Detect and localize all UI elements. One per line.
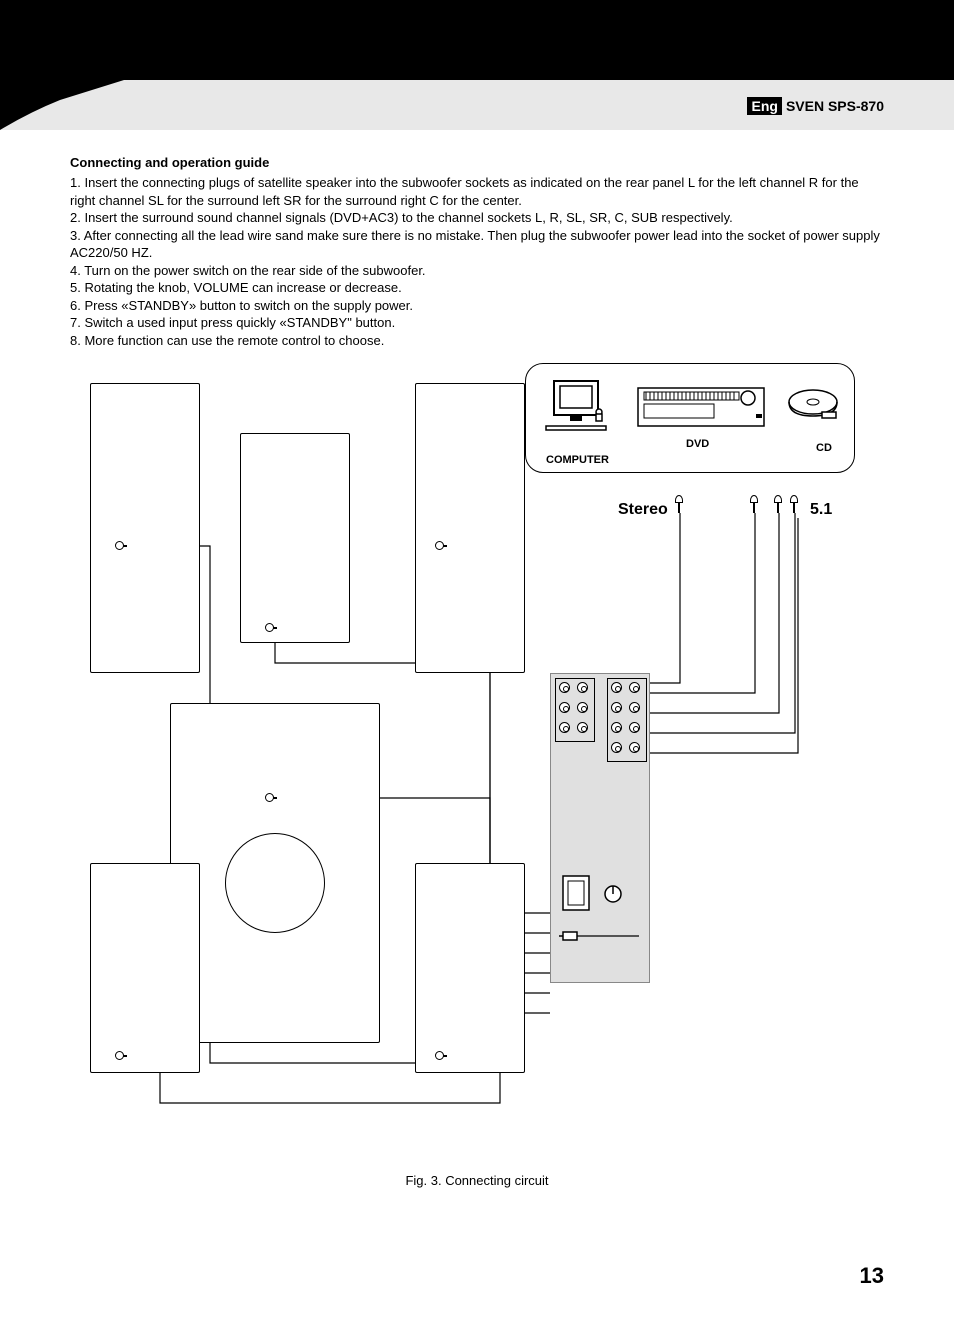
figure-caption: Fig. 3. Connecting circuit [70, 1173, 884, 1188]
speaker-front-left [90, 383, 200, 673]
51-plug-2-icon [774, 495, 782, 513]
page-number: 13 [860, 1263, 884, 1289]
guide-text: 1. Insert the connecting plugs of satell… [70, 174, 884, 349]
header-swoosh-icon [0, 50, 220, 130]
model-name: SVEN SPS-870 [786, 98, 884, 114]
speaker-center [240, 433, 350, 643]
stereo-plug-icon [675, 495, 683, 513]
speaker-sur-left [90, 863, 200, 1073]
content: Connecting and operation guide 1. Insert… [70, 155, 884, 1188]
subwoofer-driver-icon [225, 833, 325, 933]
51-plug-1-icon [750, 495, 758, 513]
speaker-sur-right [415, 863, 525, 1073]
lang-badge: Eng [747, 97, 781, 115]
connecting-diagram: COMPUTER DVD [70, 363, 884, 1163]
speaker-front-right [415, 383, 525, 673]
page: Eng SVEN SPS-870 Connecting and operation… [0, 0, 954, 1329]
model-line: Eng SVEN SPS-870 [747, 97, 884, 115]
51-plug-3-icon [790, 495, 798, 513]
section-title: Connecting and operation guide [70, 155, 884, 170]
